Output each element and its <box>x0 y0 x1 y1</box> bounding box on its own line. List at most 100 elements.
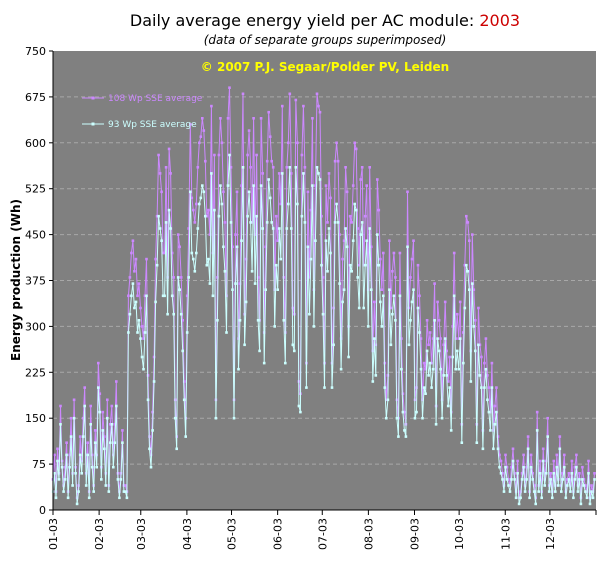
data-point <box>205 214 209 218</box>
data-point <box>379 300 382 304</box>
data-point <box>428 331 432 334</box>
data-point <box>335 202 338 206</box>
data-point <box>83 404 86 408</box>
data-point <box>419 367 423 371</box>
data-point <box>86 453 89 457</box>
data-point <box>320 214 323 218</box>
data-point <box>264 288 267 291</box>
data-point <box>365 184 368 187</box>
data-point <box>225 331 228 334</box>
data-point <box>383 386 387 389</box>
data-point <box>232 416 236 420</box>
data-point <box>184 435 187 438</box>
data-point <box>267 178 270 181</box>
data-point <box>87 496 91 500</box>
data-point <box>439 367 442 371</box>
data-point <box>252 117 255 120</box>
data-point <box>425 349 429 353</box>
data-point <box>294 166 298 169</box>
data-point <box>392 251 396 255</box>
data-point <box>271 166 275 169</box>
data-point <box>69 416 73 420</box>
data-point <box>520 472 524 475</box>
x-tick-label: 11-03 <box>499 518 512 550</box>
data-point <box>593 478 596 481</box>
data-point <box>281 104 284 108</box>
data-point <box>201 117 204 120</box>
data-point <box>179 276 183 279</box>
data-point <box>409 276 412 279</box>
data-point <box>326 221 329 224</box>
data-point <box>142 367 145 371</box>
data-point <box>502 490 506 493</box>
data-point <box>321 312 325 316</box>
data-point <box>198 141 201 145</box>
data-point <box>507 484 510 487</box>
data-point <box>164 166 168 169</box>
data-point <box>187 227 190 230</box>
data-point <box>463 306 467 310</box>
data-point <box>382 251 385 255</box>
data-point <box>258 349 261 353</box>
data-point <box>400 367 403 371</box>
data-point <box>214 416 218 420</box>
data-point <box>416 263 420 267</box>
data-point <box>124 484 127 487</box>
data-point <box>268 196 272 200</box>
data-point <box>241 166 245 169</box>
data-point <box>69 435 73 438</box>
data-point <box>287 202 290 206</box>
data-point <box>181 349 184 353</box>
data-point <box>137 319 141 322</box>
data-point <box>538 472 542 475</box>
data-point <box>119 478 123 481</box>
data-point <box>121 429 124 432</box>
data-point <box>511 447 515 451</box>
data-point <box>201 184 204 187</box>
data-point <box>400 337 403 340</box>
data-point <box>247 129 251 132</box>
data-point <box>86 441 89 444</box>
data-point <box>72 416 76 420</box>
data-point <box>490 386 494 389</box>
data-point <box>458 300 462 304</box>
data-point <box>293 349 296 353</box>
data-point <box>302 104 305 108</box>
data-point <box>454 367 457 371</box>
data-point <box>368 166 371 169</box>
chart-subtitle: (data of separate groups superimposed) <box>204 33 447 47</box>
data-point <box>78 453 82 457</box>
data-point <box>495 386 498 389</box>
data-point <box>288 92 292 96</box>
data-point <box>276 239 279 242</box>
data-point <box>561 478 565 481</box>
data-point <box>339 337 343 340</box>
data-point <box>213 208 216 212</box>
data-point <box>133 306 136 310</box>
data-point <box>306 190 310 194</box>
data-point <box>564 496 568 500</box>
data-point <box>196 166 200 169</box>
data-point <box>306 245 310 249</box>
data-point <box>315 92 319 96</box>
data-point <box>326 270 329 273</box>
data-point <box>332 343 335 347</box>
data-point <box>161 251 165 255</box>
data-point <box>478 374 482 377</box>
data-point <box>136 294 139 298</box>
data-point <box>427 343 430 347</box>
data-point <box>575 465 578 469</box>
data-point <box>57 478 61 481</box>
data-point <box>65 453 68 457</box>
data-point <box>277 227 281 230</box>
data-point <box>421 398 424 402</box>
data-point <box>538 459 542 463</box>
data-point <box>157 214 160 218</box>
y-tick-label: 600 <box>25 137 46 150</box>
copyright-text: © 2007 P.J. Segaar/Polder PV, Leiden <box>201 60 449 74</box>
data-point <box>143 294 147 298</box>
data-point <box>128 312 132 316</box>
chart-title: Daily average energy yield per AC module… <box>130 11 520 30</box>
data-point <box>363 214 367 218</box>
